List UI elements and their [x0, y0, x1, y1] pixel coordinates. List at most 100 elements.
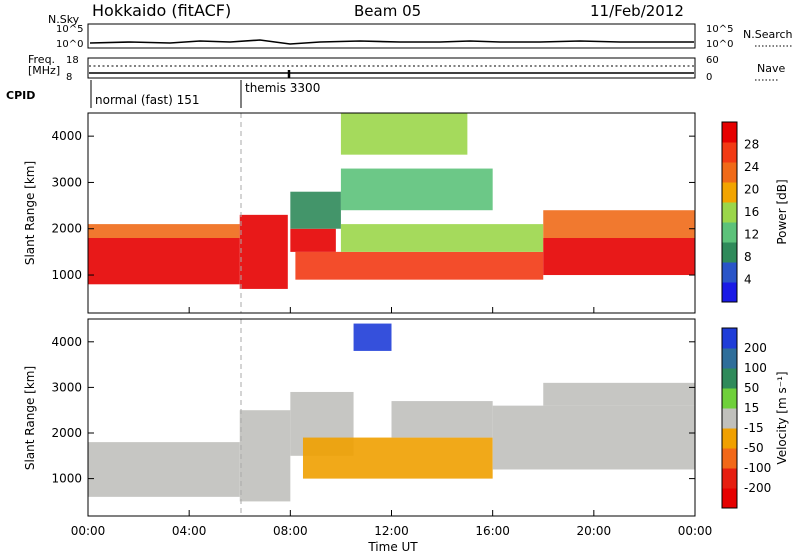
power-colorbar-swatch-8 — [722, 122, 737, 143]
velocity-colorbar-ticks: 200 100 50 15 -15 -50 -100 -200 — [744, 341, 771, 495]
power-colorbar-tick-1: 24 — [744, 160, 759, 174]
power-region-4 — [290, 191, 341, 229]
power-ylabel: Slant Range [km] — [23, 161, 37, 265]
velocity-colorbar-swatch-4 — [722, 408, 737, 429]
frequency-panel: Freq. [MHz] 18 8 60 0 Nave — [28, 53, 785, 83]
power-region-8 — [543, 210, 695, 238]
velocity-colorbar-frame — [721, 327, 738, 509]
power-colorbar-swatch-7 — [722, 142, 737, 163]
velocity-yaxis: 1000 2000 3000 4000 — [51, 335, 695, 486]
power-colorbar-tick-3: 16 — [744, 205, 759, 219]
noise-right-label: N.Search — [743, 28, 793, 41]
freq-right-tick-bottom: 0 — [706, 72, 712, 83]
velocity-colorbar-tick-0: 200 — [744, 341, 767, 355]
velocity-colorbar-swatch-0 — [722, 488, 737, 509]
velocity-ylabel: Slant Range [km] — [23, 366, 37, 470]
power-region-7 — [543, 238, 695, 276]
xtick-label-6: 00:00 — [678, 524, 713, 538]
velocity-colorbar-swatch-6 — [722, 368, 737, 389]
power-ytick-label-0: 1000 — [51, 268, 82, 282]
power-region-0 — [88, 238, 240, 285]
cpid-mode-1: normal (fast) 151 — [95, 93, 199, 107]
freq-left-tick-bottom: 8 — [66, 72, 72, 83]
power-colorbar-tick-6: 4 — [744, 273, 752, 287]
noise-panel: N.Sky 10^5 10^0 10^5 10^0 N.Search — [48, 13, 793, 50]
power-colorbar-tick-5: 8 — [744, 250, 752, 264]
velocity-panel: 1000 2000 3000 4000 Slant Range [km] — [23, 318, 696, 517]
velocity-colorbar-swatches — [722, 328, 737, 509]
velocity-ytick-label-1: 2000 — [51, 426, 82, 440]
velocity-colorbar-tick-4: -15 — [744, 421, 764, 435]
station-title: Hokkaido (fitACF) — [92, 1, 231, 20]
velocity-ytick-label-0: 1000 — [51, 472, 82, 486]
velocity-colorbar-label: Velocity [m s⁻¹] — [775, 371, 789, 464]
power-colorbar-tick-0: 28 — [744, 138, 759, 152]
velocity-ytick-label-2: 3000 — [51, 380, 82, 394]
velocity-region-5 — [492, 405, 695, 470]
power-colorbar-ticks: 28 24 20 16 12 8 4 — [744, 138, 759, 287]
xtick-label-3: 12:00 — [374, 524, 409, 538]
velocity-heatmap — [88, 323, 695, 502]
xtick-label-2: 08:00 — [273, 524, 308, 538]
velocity-colorbar-tick-7: -200 — [744, 481, 771, 495]
noise-right-tick-bottom: 10^0 — [706, 39, 733, 50]
power-region-6 — [340, 224, 544, 252]
frequency-panel-frame — [87, 57, 696, 79]
power-heatmap — [88, 113, 695, 289]
velocity-colorbar-swatch-5 — [722, 388, 737, 409]
power-colorbar-frame — [721, 121, 738, 303]
power-ytick-label-1: 2000 — [51, 222, 82, 236]
power-region-1 — [88, 224, 240, 238]
cpid-panel: CPID normal (fast) 151 themis 3300 — [6, 80, 320, 108]
velocity-colorbar-swatch-7 — [722, 348, 737, 369]
velocity-colorbar-swatch-2 — [722, 448, 737, 469]
time-axis: 00:00 04:00 08:00 12:00 16:00 20:00 00:00 — [71, 307, 713, 538]
velocity-region-1 — [239, 410, 291, 502]
freq-left-tick-top: 18 — [66, 55, 79, 66]
power-region-2 — [239, 214, 288, 289]
xtick-label-1: 04:00 — [172, 524, 207, 538]
velocity-colorbar-tick-2: 50 — [744, 381, 759, 395]
power-colorbar-swatch-6 — [722, 162, 737, 183]
date-label: 11/Feb/2012 — [590, 2, 684, 20]
power-ytick-label-2: 3000 — [51, 175, 82, 189]
power-colorbar-swatch-4 — [722, 202, 737, 223]
velocity-region-6 — [543, 382, 695, 406]
velocity-colorbar-tick-3: 15 — [744, 401, 759, 415]
velocity-colorbar: 200 100 50 15 -15 -50 -100 -200 Velocity [m s⁻¹… — [721, 327, 789, 509]
noise-left-tick-top: 10^5 — [56, 24, 83, 35]
velocity-region-4 — [391, 401, 493, 438]
velocity-region-3 — [302, 437, 493, 479]
power-colorbar-swatch-5 — [722, 182, 737, 203]
noise-trace — [89, 39, 694, 45]
cpid-mode-2: themis 3300 — [245, 81, 320, 95]
freq-right-tick-top: 60 — [706, 55, 719, 66]
power-colorbar-tick-4: 12 — [744, 228, 759, 242]
power-panel: 1000 2000 3000 4000 Slant Range [km] — [23, 112, 696, 314]
power-region-9 — [340, 168, 493, 211]
velocity-ytick-label-3: 4000 — [51, 335, 82, 349]
power-colorbar-swatch-1 — [722, 262, 737, 283]
noise-panel-frame — [87, 23, 696, 49]
xtick-label-4: 16:00 — [475, 524, 510, 538]
power-colorbar-label: Power [dB] — [775, 179, 789, 244]
power-region-5 — [295, 251, 544, 280]
power-colorbar-swatch-2 — [722, 242, 737, 263]
power-ytick-label-3: 4000 — [51, 129, 82, 143]
power-colorbar: 28 24 20 16 12 8 4 Power [dB] — [721, 121, 789, 303]
velocity-region-7 — [353, 323, 392, 351]
power-colorbar-swatch-3 — [722, 222, 737, 243]
xtick-label-5: 20:00 — [577, 524, 612, 538]
beam-label: Beam 05 — [354, 2, 421, 20]
velocity-colorbar-swatch-8 — [722, 328, 737, 349]
noise-left-label: N.Sky — [48, 13, 80, 26]
xaxis-label: Time UT — [367, 540, 418, 554]
power-region-3 — [290, 228, 336, 252]
cpid-label: CPID — [6, 89, 35, 102]
freq-label-2: [MHz] — [28, 64, 60, 77]
velocity-region-0 — [88, 442, 240, 497]
xtick-label-0: 00:00 — [71, 524, 106, 538]
freq-right-label: Nave — [757, 62, 785, 75]
power-yaxis: 1000 2000 3000 4000 — [51, 129, 695, 282]
